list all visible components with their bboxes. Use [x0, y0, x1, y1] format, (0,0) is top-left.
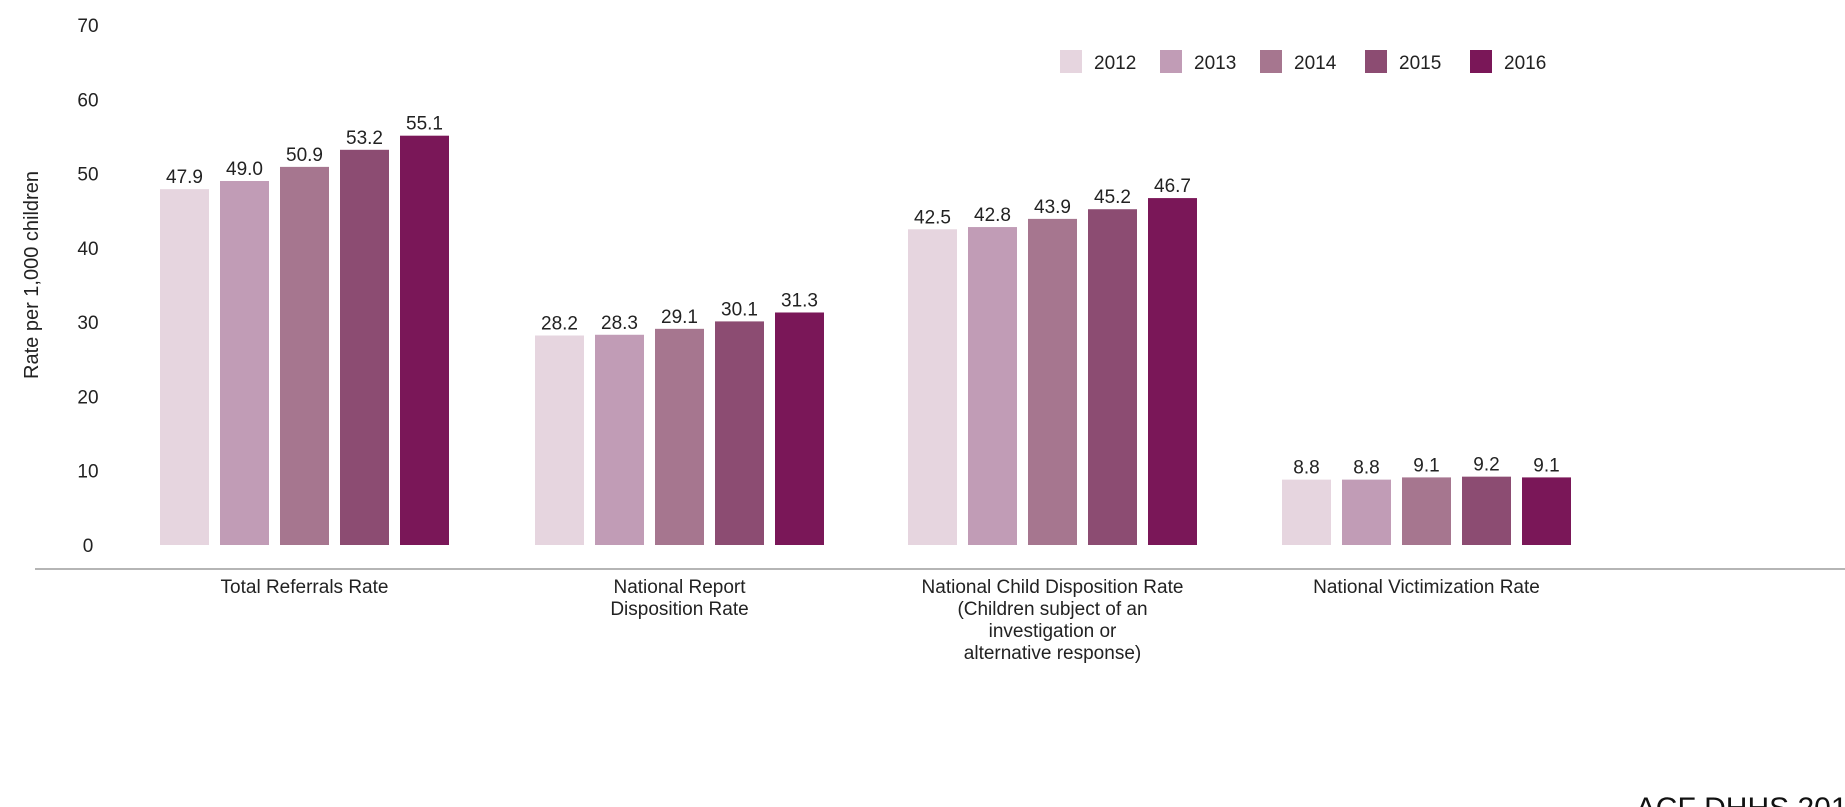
- bar-2013: [595, 334, 644, 545]
- y-tick-label: 0: [83, 536, 94, 557]
- data-label: 28.2: [541, 314, 578, 335]
- category-labels: Total Referrals Rate National Report Dispo…: [221, 577, 1540, 664]
- data-label: 30.1: [721, 299, 758, 320]
- data-label: 29.1: [661, 307, 698, 328]
- data-label: 46.7: [1154, 176, 1191, 197]
- y-tick-label: 20: [77, 387, 98, 408]
- data-label: 45.2: [1094, 187, 1131, 208]
- data-label: 55.1: [406, 114, 443, 135]
- legend-swatch: [1160, 50, 1182, 73]
- bar-group: 42.5 42.8 43.9 45.2 46.7: [908, 176, 1197, 546]
- y-tick-label: 60: [77, 90, 98, 111]
- bar-2013: [1342, 479, 1391, 545]
- data-label: 49.0: [226, 159, 263, 180]
- data-label: 8.8: [1293, 458, 1319, 479]
- bar-2014: [280, 166, 329, 545]
- bar-group: 47.9 49.0 50.9 53.2 55.1: [160, 114, 449, 546]
- legend-label: 2014: [1294, 53, 1337, 74]
- bar-2014: [655, 328, 704, 545]
- legend-item: 2013: [1160, 50, 1236, 74]
- legend: 2012 2013 2014 2015 2016: [1060, 50, 1546, 74]
- y-tick-label: 70: [77, 16, 98, 37]
- bar-2015: [715, 321, 764, 545]
- bar-group: 28.2 28.3 29.1 30.1 31.3: [535, 290, 824, 545]
- data-label: 53.2: [346, 128, 383, 149]
- category-label: National Child Disposition Rate (Children…: [922, 577, 1184, 664]
- bar-2012: [1282, 479, 1331, 545]
- bar-group: 8.8 8.8 9.1 9.2 9.1: [1282, 455, 1571, 545]
- legend-item: 2016: [1470, 50, 1546, 74]
- data-label: 9.2: [1473, 455, 1499, 476]
- data-label: 31.3: [781, 290, 818, 311]
- legend-item: 2014: [1260, 50, 1337, 74]
- category-label: Total Referrals Rate: [221, 577, 389, 598]
- legend-label: 2013: [1194, 53, 1236, 74]
- data-label: 9.1: [1533, 455, 1559, 476]
- data-label: 47.9: [166, 167, 203, 188]
- bar-2016: [1148, 198, 1197, 546]
- bar-groups: 47.9 49.0 50.9 53.2 55.1 28.2 28.3 29.1 30.1 31.3…: [160, 114, 1571, 546]
- legend-item: 2015: [1365, 50, 1441, 74]
- y-tick-label: 40: [77, 239, 98, 260]
- bar-2012: [160, 189, 209, 545]
- data-label: 42.8: [974, 205, 1011, 226]
- bar-2013: [220, 181, 269, 545]
- category-label: National Report Disposition Rate: [610, 577, 748, 620]
- legend-label: 2015: [1399, 53, 1441, 74]
- legend-swatch: [1060, 50, 1082, 73]
- bar-2015: [340, 149, 389, 546]
- legend-label: 2016: [1504, 53, 1546, 74]
- bar-2015: [1088, 209, 1137, 545]
- bar-2016: [400, 135, 449, 545]
- legend-swatch: [1365, 50, 1387, 73]
- legend-swatch: [1470, 50, 1492, 73]
- legend-item: 2012: [1060, 50, 1136, 74]
- y-tick-label: 30: [77, 313, 98, 334]
- y-tick-label: 50: [77, 165, 98, 186]
- bar-2016: [775, 312, 824, 545]
- legend-label: 2012: [1094, 53, 1136, 74]
- bar-2013: [968, 227, 1017, 546]
- bar-2012: [535, 335, 584, 545]
- data-label: 43.9: [1034, 197, 1071, 218]
- y-tick-label: 10: [77, 462, 98, 483]
- data-label: 8.8: [1353, 458, 1379, 479]
- bar-2016: [1522, 477, 1571, 545]
- data-label: 42.5: [914, 207, 951, 228]
- data-label: 9.1: [1413, 455, 1439, 476]
- y-axis-label: Rate per 1,000 children: [21, 171, 43, 379]
- legend-swatch: [1260, 50, 1282, 73]
- y-axis: 0 10 20 30 40 50 60 70: [77, 16, 98, 557]
- data-label: 28.3: [601, 313, 638, 334]
- bar-2012: [908, 229, 957, 546]
- category-label: National Victimization Rate: [1313, 577, 1540, 598]
- source-note: ACF DHHS 2018: [1636, 792, 1845, 807]
- bar-2015: [1462, 476, 1511, 545]
- data-label: 50.9: [286, 145, 323, 166]
- bar-2014: [1028, 218, 1077, 545]
- bar-2014: [1402, 477, 1451, 545]
